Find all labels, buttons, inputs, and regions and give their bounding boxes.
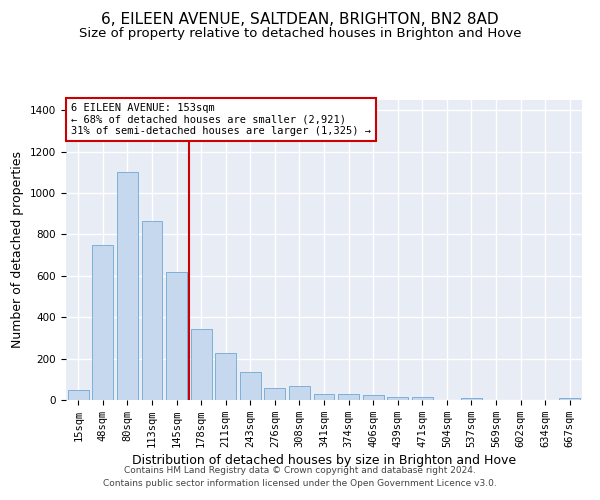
Y-axis label: Number of detached properties: Number of detached properties <box>11 152 25 348</box>
Bar <box>362 395 383 400</box>
Bar <box>314 394 334 400</box>
Bar <box>461 398 482 400</box>
Bar <box>240 372 261 400</box>
Bar <box>92 245 113 400</box>
Bar <box>338 394 359 400</box>
Bar <box>412 397 433 400</box>
Bar <box>387 397 408 400</box>
Text: 6 EILEEN AVENUE: 153sqm
← 68% of detached houses are smaller (2,921)
31% of semi: 6 EILEEN AVENUE: 153sqm ← 68% of detache… <box>71 103 371 136</box>
Bar <box>191 328 212 400</box>
Bar <box>68 390 89 400</box>
X-axis label: Distribution of detached houses by size in Brighton and Hove: Distribution of detached houses by size … <box>132 454 516 467</box>
Bar <box>142 221 163 400</box>
Text: Contains HM Land Registry data © Crown copyright and database right 2024.
Contai: Contains HM Land Registry data © Crown c… <box>103 466 497 487</box>
Bar <box>559 398 580 400</box>
Bar <box>215 354 236 400</box>
Text: 6, EILEEN AVENUE, SALTDEAN, BRIGHTON, BN2 8AD: 6, EILEEN AVENUE, SALTDEAN, BRIGHTON, BN… <box>101 12 499 28</box>
Bar <box>117 172 138 400</box>
Text: Size of property relative to detached houses in Brighton and Hove: Size of property relative to detached ho… <box>79 28 521 40</box>
Bar <box>166 272 187 400</box>
Bar <box>265 388 286 400</box>
Bar <box>289 386 310 400</box>
